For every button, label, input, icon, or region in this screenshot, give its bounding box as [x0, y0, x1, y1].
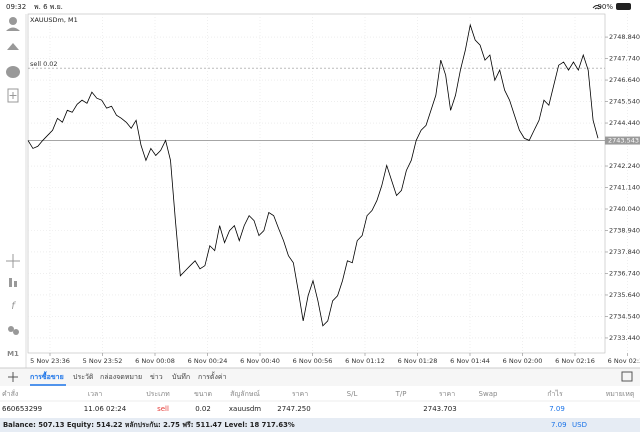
- x-tick-label: 6 Nov 00:56: [293, 357, 333, 365]
- cell-time[interactable]: 11.06 02:24: [84, 405, 127, 413]
- chart-layer: 2748.840 2747.740 2746.640 2745.540 2744.440…: [27, 14, 640, 365]
- tab[interactable]: ประวัติ: [73, 373, 94, 381]
- objects-icon[interactable]: [8, 326, 14, 332]
- y-tick-label: 2738.940: [609, 226, 640, 234]
- column-header: ราคา: [439, 390, 455, 398]
- x-tick-label: 6 Nov 01:12: [345, 357, 385, 365]
- cell-open-price[interactable]: 2747.250: [277, 405, 310, 413]
- x-tick-label: 6 Nov 02:32: [608, 357, 640, 365]
- tab[interactable]: บันทึก: [172, 372, 190, 381]
- column-header: ประเภท: [146, 390, 170, 398]
- layout-button[interactable]: [621, 371, 633, 382]
- battery-text: 90%: [597, 3, 613, 11]
- y-tick-label: 2742.240: [609, 162, 640, 170]
- x-tick-label: 6 Nov 00:40: [240, 357, 280, 365]
- column-header: Swap: [479, 390, 498, 398]
- column-header: สัญลักษณ์: [230, 390, 260, 398]
- column-header: ราคา: [292, 390, 308, 398]
- price-line: [27, 23, 599, 327]
- add-button[interactable]: [8, 372, 18, 382]
- x-tick-label: 6 Nov 00:24: [188, 357, 228, 365]
- profit-currency: USD: [572, 421, 587, 429]
- tab[interactable]: กล่องจดหมาย: [100, 373, 142, 381]
- indicator-icon[interactable]: f: [11, 301, 16, 312]
- bid-label-box: [605, 136, 640, 145]
- y-tick-label: 2733.440: [609, 334, 640, 342]
- total-profit: 7.09: [551, 421, 567, 429]
- column-header: คำสั่ง: [2, 389, 18, 398]
- new-chart-icon[interactable]: [7, 88, 19, 103]
- y-tick-label: 2734.540: [609, 312, 640, 320]
- y-tick-label: 2745.540: [609, 98, 640, 106]
- y-tick-label: 2735.640: [609, 291, 640, 299]
- y-tick-label: 2737.840: [609, 248, 640, 256]
- y-tick-label: 2748.840: [609, 33, 640, 41]
- account-icon: [6, 27, 20, 31]
- timeframe-button[interactable]: M1: [7, 350, 19, 358]
- order-line-label: sell 0.02: [30, 60, 58, 68]
- cell-order[interactable]: 660653299: [2, 405, 42, 413]
- trade-icon[interactable]: [7, 43, 19, 50]
- x-tick-label: 6 Nov 01:44: [450, 357, 490, 365]
- column-header: T/P: [395, 390, 407, 398]
- objects-icon: [13, 329, 19, 335]
- y-tick-label: 2744.440: [609, 119, 640, 127]
- cell-symbol[interactable]: xauusdm: [229, 405, 261, 413]
- wifi-icon: [592, 5, 602, 10]
- battery-icon: [616, 3, 631, 10]
- new-chart-icon: [9, 92, 17, 99]
- chart-title: XAUUSDm, M1: [30, 16, 78, 24]
- x-tick-label: 6 Nov 00:08: [135, 357, 175, 365]
- x-tick-label: 6 Nov 02:16: [555, 357, 595, 365]
- account-summary: Balance: 507.13 Equity: 514.22 หลักประกั…: [3, 421, 295, 429]
- status-time: 09:32: [6, 3, 26, 11]
- chart-frame: [27, 13, 606, 354]
- cell-volume[interactable]: 0.02: [195, 405, 211, 413]
- tab-bar: [0, 368, 640, 386]
- crosshair-icon[interactable]: [6, 254, 20, 268]
- chat-icon[interactable]: [6, 66, 20, 78]
- tab[interactable]: ข่าว: [150, 373, 163, 381]
- y-tick-label: 2740.040: [609, 205, 640, 213]
- cell-type[interactable]: sell: [157, 405, 169, 413]
- y-tick-label: 2741.140: [609, 184, 640, 192]
- footer-bar: [0, 418, 640, 432]
- x-tick-label: 5 Nov 23:36: [30, 357, 70, 365]
- status-date: พ. 6 พ.ย.: [34, 3, 63, 11]
- tabs: การซื้อขาย ประวัติ กล่องจดหมาย ข่าว บันทึก กา…: [30, 370, 227, 386]
- account-icon[interactable]: [9, 17, 17, 25]
- tab[interactable]: การซื้อขาย: [30, 370, 64, 381]
- cell-profit[interactable]: 7.09: [549, 405, 565, 413]
- candle-icon: [14, 281, 17, 287]
- bid-label: 2743.543: [608, 137, 639, 145]
- column-header: S/L: [347, 390, 358, 398]
- column-header: กำไร: [547, 389, 563, 398]
- x-tick-label: 6 Nov 02:00: [503, 357, 543, 365]
- column-header: เวลา: [88, 390, 103, 398]
- cell-price[interactable]: 2743.703: [423, 405, 456, 413]
- column-header: ขนาด: [194, 390, 212, 398]
- y-tick-label: 2736.740: [609, 269, 640, 277]
- column-header: หมายเหตุ: [606, 390, 635, 398]
- positions-table: คำสั่ง เวลา ประเภท ขนาด สัญลักษณ์ ราคา S/L T/P ร…: [0, 389, 640, 413]
- x-tick-label: 6 Nov 01:28: [398, 357, 438, 365]
- tab[interactable]: การตั้งค่า: [198, 370, 227, 381]
- y-tick-label: 2747.740: [609, 55, 640, 63]
- y-tick-label: 2746.640: [609, 76, 640, 84]
- candle-icon[interactable]: [9, 278, 12, 287]
- x-tick-label: 5 Nov 23:52: [83, 357, 123, 365]
